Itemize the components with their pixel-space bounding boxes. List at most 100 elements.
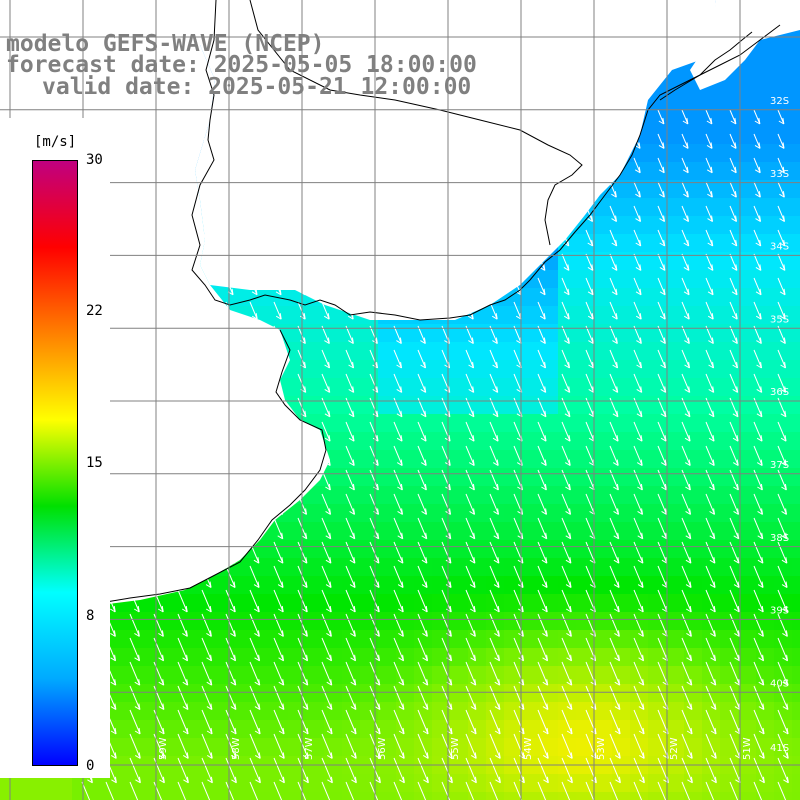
field-cell [432, 324, 451, 343]
wind-arrow [753, 205, 762, 223]
field-cell [702, 126, 721, 145]
wind-arrow [777, 685, 789, 711]
field-cell [522, 450, 541, 469]
field-cell [756, 36, 775, 55]
field-cell [792, 90, 800, 109]
field-cell [684, 720, 703, 739]
field-cell [648, 360, 667, 379]
field-cell [792, 288, 800, 307]
field-cell [774, 486, 793, 505]
field-cell [324, 432, 343, 451]
field-cell [648, 414, 667, 433]
wind-arrow [441, 565, 452, 589]
wind-arrow [393, 349, 403, 369]
wind-arrow [177, 661, 189, 686]
wind-arrow [609, 325, 618, 345]
field-cell [288, 702, 307, 721]
field-cell [666, 522, 685, 541]
field-cell [792, 378, 800, 397]
field-cell [792, 738, 800, 757]
wind-arrow [465, 565, 476, 589]
field-cell [576, 540, 595, 559]
field-cell [378, 486, 397, 505]
wind-arrow [633, 613, 644, 637]
field-cell [270, 630, 289, 649]
field-cell [450, 630, 469, 649]
field-cell [684, 216, 703, 235]
field-cell [378, 594, 397, 613]
wind-arrow [513, 781, 523, 800]
wind-arrow [345, 685, 357, 711]
colorbar-tick-label: 0 [86, 758, 95, 774]
field-cell [666, 306, 685, 325]
field-cell [684, 378, 703, 397]
wind-arrow [537, 349, 547, 369]
field-cell [450, 720, 469, 739]
wind-arrow [777, 205, 786, 223]
field-cell [288, 720, 307, 739]
wind-arrow [561, 589, 572, 613]
field-cell [684, 540, 703, 559]
field-cell [378, 360, 397, 379]
field-cell [576, 450, 595, 469]
field-cell [576, 468, 595, 487]
wind-arrow [681, 541, 692, 564]
field-cell [666, 252, 685, 271]
field-cell [360, 666, 379, 685]
wind-arrow [225, 733, 237, 759]
field-cell [432, 378, 451, 397]
field-cell [648, 612, 667, 631]
field-cell [360, 558, 379, 577]
field-cell [144, 684, 163, 703]
field-cell [594, 666, 613, 685]
field-cell [558, 504, 577, 523]
field-cell [756, 234, 775, 253]
field-cell [468, 378, 487, 397]
field-cell [774, 36, 793, 55]
field-cell [378, 558, 397, 577]
latitude-label: 35S [770, 314, 789, 325]
field-cell [792, 792, 800, 800]
wind-arrow [417, 709, 429, 735]
field-cell [522, 684, 541, 703]
wind-arrow [609, 373, 619, 393]
wind-arrow [633, 757, 645, 784]
field-cell [522, 774, 541, 793]
wind-arrow [681, 733, 693, 759]
wind-arrow [681, 133, 689, 149]
field-cell [738, 774, 757, 793]
wind-arrow [297, 613, 308, 637]
field-cell [504, 738, 523, 757]
wind-arrow [561, 661, 573, 686]
field-cell [252, 684, 271, 703]
field-cell [594, 342, 613, 361]
field-cell [378, 378, 397, 397]
field-cell [378, 720, 397, 739]
field-cell [576, 702, 595, 721]
wind-arrow [465, 445, 475, 467]
field-cell [486, 504, 505, 523]
field-cell [504, 504, 523, 523]
field-cell [648, 252, 667, 271]
wind-arrow [417, 637, 429, 662]
field-cell [108, 630, 127, 649]
field-cell [414, 774, 433, 793]
field-cell [576, 432, 595, 451]
wind-arrow [297, 757, 309, 784]
field-cell [630, 504, 649, 523]
field-cell [216, 594, 235, 613]
field-cell [720, 630, 739, 649]
field-cell [576, 504, 595, 523]
wind-arrow [609, 781, 619, 800]
wind-arrow [417, 325, 426, 345]
wind-arrow [273, 517, 284, 540]
wind-arrow [273, 757, 285, 784]
field-cell [792, 666, 800, 685]
wind-arrow [705, 421, 715, 442]
field-cell [396, 702, 415, 721]
field-cell [648, 666, 667, 685]
field-cell [756, 432, 775, 451]
field-cell [756, 720, 775, 739]
field-cell [774, 54, 793, 73]
field-cell [396, 450, 415, 469]
